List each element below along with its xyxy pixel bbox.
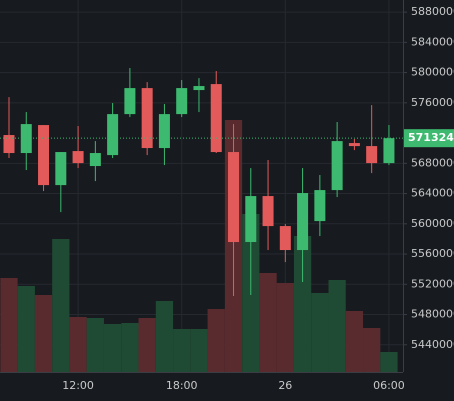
candle-body [55,152,67,186]
candle-body [158,114,170,149]
volume-bar [155,301,174,372]
candle-body [141,88,153,149]
volume-bar [311,293,329,372]
candle-body [314,190,326,222]
volume-bar [86,318,104,372]
volume-bar [207,309,225,372]
candle-body [107,114,119,156]
volume-bar [345,311,364,372]
last-price-box [404,129,454,148]
y-tick-label: 5480000 [411,308,454,321]
y-tick-label: 5640000 [411,187,454,200]
y-tick-label: 5800000 [411,66,454,79]
volume-bar [259,273,277,372]
candle-body [89,153,101,167]
volume-bar [293,236,312,372]
volume-bar [328,280,346,372]
y-tick-label: 5440000 [411,338,454,351]
volume-bar [380,352,398,372]
candle-body [366,146,378,164]
candle-body [210,84,222,153]
candle-body [245,196,257,243]
candle-body [383,138,395,164]
volume-bar [363,328,381,372]
candle-body [38,125,50,186]
y-tick-label: 5840000 [411,35,454,48]
volume-bar [17,286,35,372]
volume-bar [52,239,70,372]
candle-body [297,193,309,251]
x-tick-label: 18:00 [166,379,198,392]
y-tick-label: 5600000 [411,217,454,230]
y-tick-label: 5680000 [411,156,454,169]
candle-body [193,86,205,91]
x-tick-label: 12:00 [62,379,94,392]
y-tick-label: 5520000 [411,277,454,290]
candle-body [228,152,240,243]
volume-bar [69,317,87,372]
volume-bar [138,318,156,372]
candle-body [124,88,136,115]
volume-bar [173,329,191,372]
volume-bar [0,278,18,372]
volume-bar [276,283,294,372]
volume-bar [190,329,208,372]
candle-body [176,88,188,115]
x-tick-label: 26 [278,379,292,392]
candle-body [20,124,32,154]
candle-body [262,196,274,227]
y-tick-label: 5760000 [411,96,454,109]
y-tick-label: 5880000 [411,5,454,18]
last-price-label: 5713243 [408,131,454,144]
candle-body [279,226,291,251]
volume-bar [34,295,53,372]
candle-body [348,143,360,147]
y-tick-label: 5560000 [411,247,454,260]
candle-body [72,151,84,164]
x-tick-label: 06:00 [373,379,405,392]
volume-bar [121,323,139,372]
candle-body [3,135,15,154]
volume-bar [103,324,122,372]
candle-body [331,141,343,191]
